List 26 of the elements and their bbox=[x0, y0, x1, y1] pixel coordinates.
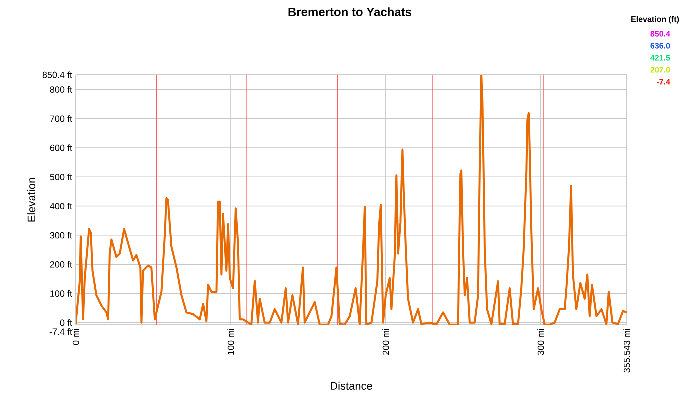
x-tick-label: 355.543 mi bbox=[624, 329, 630, 373]
x-tick-label: 0 mi bbox=[72, 329, 80, 346]
y-tick-label: 200 ft bbox=[50, 261, 72, 268]
x-tick-label: 100 mi bbox=[228, 329, 234, 355]
text: 207.0 bbox=[650, 67, 670, 73]
legend-title: Elevation (ft) bbox=[632, 16, 680, 24]
y-tick-label: 500 ft bbox=[50, 174, 72, 180]
text: -7.4 bbox=[657, 79, 670, 85]
text: 636.0 bbox=[650, 43, 670, 49]
y-tick-label: 400 ft bbox=[50, 202, 72, 210]
y-tick-label: 100 ft bbox=[50, 290, 72, 298]
chart-title: Bremerton to Yachats bbox=[288, 8, 412, 16]
x-tick-label: 200 mi bbox=[382, 329, 390, 356]
y-tick-label: 0 ft bbox=[60, 320, 72, 326]
text: 421.5 bbox=[650, 55, 670, 61]
y-tick-label: 800 ft bbox=[50, 86, 72, 93]
y-tick-label: 850.4 ft bbox=[42, 72, 72, 78]
line-series bbox=[76, 75, 628, 325]
y-tick-label: -7.4 ft bbox=[50, 328, 72, 336]
y-tick-label: 600 ft bbox=[50, 144, 72, 152]
x-tick-label: 300 mi bbox=[538, 329, 544, 356]
y-tick-label: 700 ft bbox=[50, 116, 72, 122]
text: 850.4 bbox=[650, 31, 670, 37]
y-tick-label: 300 ft bbox=[50, 232, 72, 239]
y-axis-title: Elevation bbox=[28, 178, 36, 222]
x-axis-title: Distance bbox=[331, 382, 372, 390]
